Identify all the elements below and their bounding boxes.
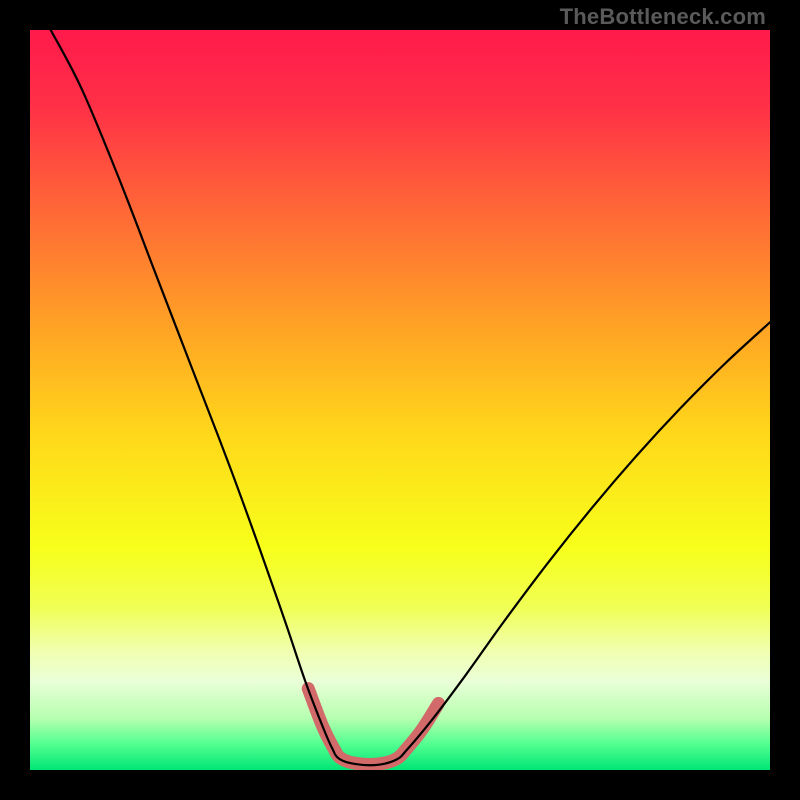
watermark-text: TheBottleneck.com xyxy=(560,4,766,30)
bottleneck-highlight xyxy=(308,689,438,765)
curve-layer xyxy=(30,30,770,770)
plot-area xyxy=(30,30,770,770)
bottleneck-curve xyxy=(51,30,770,765)
outer-frame: TheBottleneck.com xyxy=(0,0,800,800)
